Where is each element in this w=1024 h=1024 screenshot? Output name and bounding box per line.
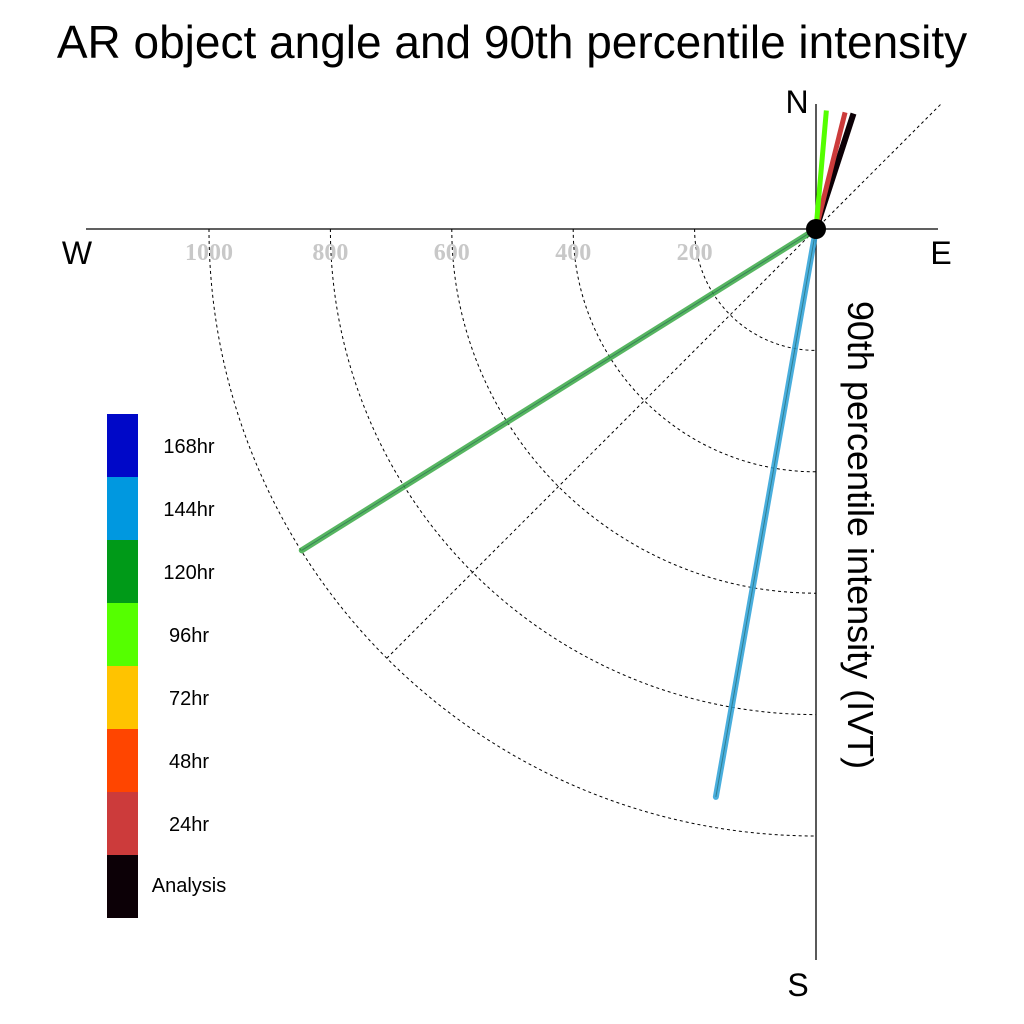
chart-grid — [208, 102, 943, 837]
y-axis-label: 90th percentile intensity (IVT) — [840, 301, 881, 769]
radial-grid-arc — [694, 228, 817, 351]
compass-north-label: N — [785, 84, 808, 120]
legend-label: 120hr — [163, 562, 214, 584]
legend-swatch — [107, 477, 138, 540]
legend-label: 96hr — [169, 625, 209, 647]
legend-label: 168hr — [163, 436, 214, 458]
legend-label: 48hr — [169, 751, 209, 773]
vector-120hr-core — [301, 228, 817, 551]
radial-tick-label: 1000 — [185, 240, 233, 266]
diagonal-grid-line — [386, 102, 943, 659]
radial-tick-label: 400 — [555, 240, 591, 266]
radial-grid-arc — [572, 228, 817, 473]
legend-label: 144hr — [163, 499, 214, 521]
compass-east-label: E — [930, 235, 951, 271]
vector-96hr — [813, 110, 829, 230]
radial-grid-arc — [329, 228, 817, 716]
radial-tick-label: 600 — [434, 240, 470, 266]
legend-label: 24hr — [169, 814, 209, 836]
chart-title: AR object angle and 90th percentile inte… — [57, 16, 967, 68]
legend-swatch — [107, 540, 138, 603]
legend-swatch — [107, 792, 138, 855]
radial-tick-label: 800 — [312, 240, 348, 266]
legend-swatch — [107, 414, 138, 477]
origin-marker — [806, 219, 826, 239]
radial-grid-arc — [451, 228, 817, 594]
vector-144hr-core — [715, 228, 817, 797]
legend: 168hr 144hr 120hr 96hr 72hr 48hr 24hr Analysis — [107, 414, 226, 918]
radial-tick-labels: 200 400 600 800 1000 — [185, 240, 713, 266]
intensity-vectors — [298, 110, 857, 800]
radial-tick-label: 200 — [677, 240, 713, 266]
legend-label: Analysis — [152, 875, 226, 897]
legend-swatch — [107, 729, 138, 792]
compass-west-label: W — [62, 235, 93, 271]
legend-swatch — [107, 603, 138, 666]
vector-24hr — [813, 111, 848, 230]
legend-swatch — [107, 666, 138, 729]
legend-swatch — [107, 855, 138, 918]
compass-south-label: S — [787, 967, 808, 1003]
legend-label: 72hr — [169, 688, 209, 710]
